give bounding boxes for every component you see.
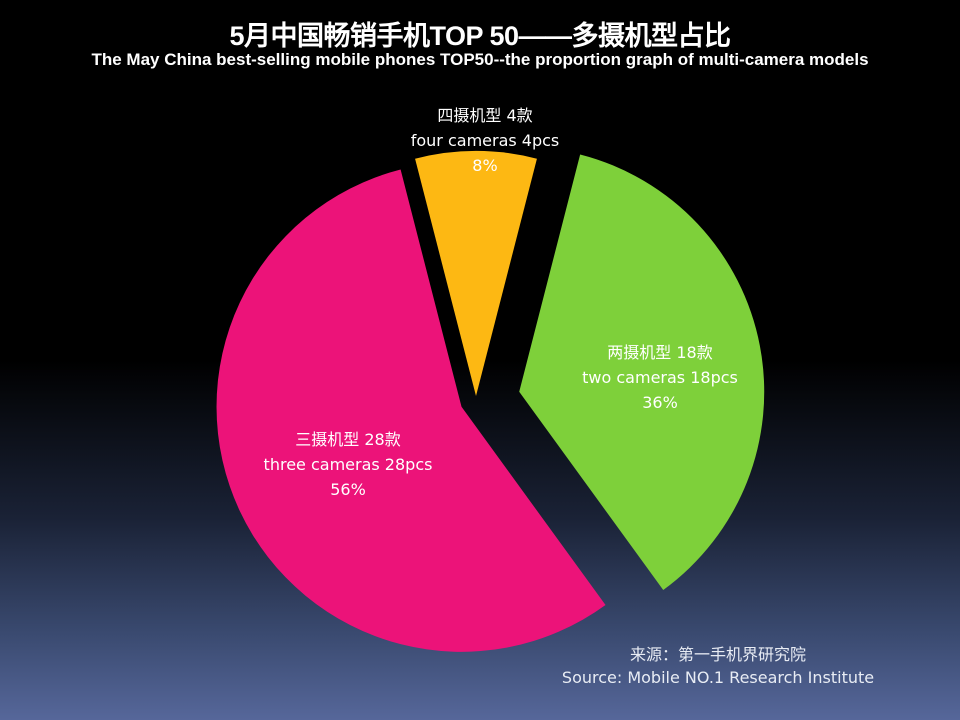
slice-label-en: four cameras 4pcs (410, 131, 560, 150)
slice-label-two-cameras: 两摄机型 18款 two cameras 18pcs 36% (582, 340, 738, 415)
source-en: Source: Mobile NO.1 Research Institute (561, 668, 875, 687)
source-cn: 来源：第一手机界研究院 (629, 645, 806, 664)
slice-label-cn: 两摄机型 18款 (607, 343, 713, 362)
chart-title: 5月中国畅销手机TOP 50——多摄机型占比 (229, 21, 731, 51)
slice-three-cameras (216, 169, 606, 652)
slice-label-percent: 36% (642, 393, 678, 412)
slice-label-en: three cameras 28pcs (263, 455, 433, 474)
slice-label-cn: 四摄机型 4款 (437, 106, 533, 125)
slice-label-three-cameras: 三摄机型 28款 three cameras 28pcs 56% (264, 427, 433, 502)
chart-subtitle: The May China best-selling mobile phones… (91, 50, 869, 69)
slice-label-percent: 56% (330, 480, 366, 499)
slice-label-cn: 三摄机型 28款 (295, 430, 401, 449)
slice-label-en: two cameras 18pcs (582, 368, 738, 387)
slice-two-cameras (519, 154, 765, 590)
source-note: 来源：第一手机界研究院 Source: Mobile NO.1 Research… (562, 643, 874, 689)
slice-label-percent: 8% (472, 156, 498, 175)
slice-four-cameras (415, 151, 537, 396)
slice-label-four-cameras: 四摄机型 4款 four cameras 4pcs 8% (411, 103, 560, 178)
